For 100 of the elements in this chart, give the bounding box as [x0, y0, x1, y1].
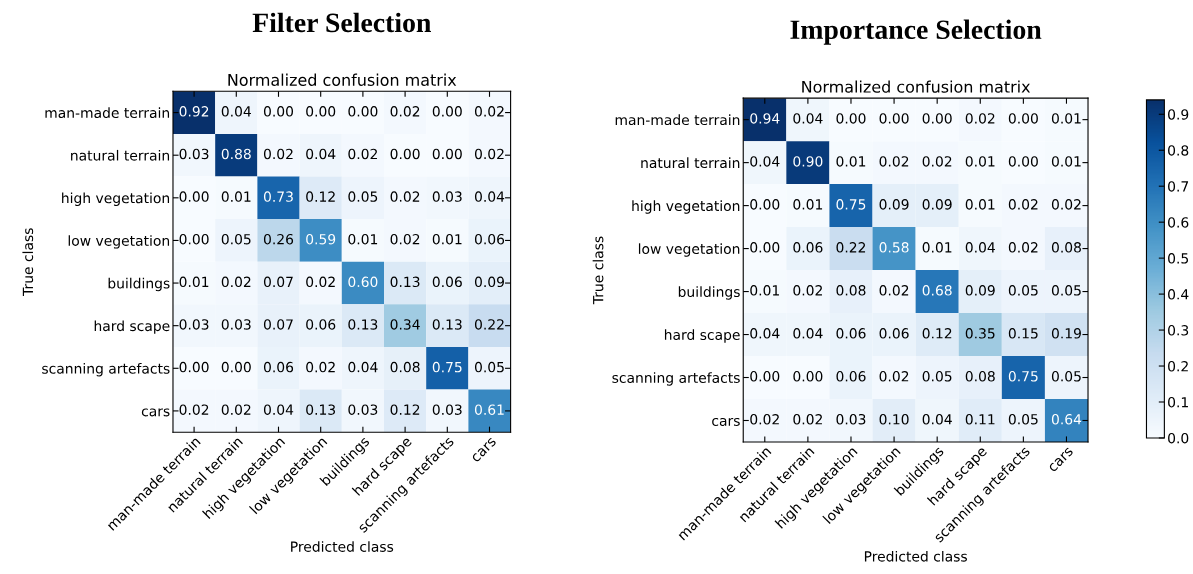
data-label: 0.00	[432, 148, 462, 160]
data-label: 0.05	[1008, 285, 1038, 296]
data-label: 0.02	[922, 156, 952, 167]
data-label: 0.02	[879, 156, 909, 167]
data-label: 0.08	[965, 371, 995, 382]
y-tick-label: buildings	[108, 277, 170, 292]
data-label: 0.05	[1008, 414, 1038, 425]
data-label: 0.00	[263, 106, 294, 117]
data-label: 0.07	[263, 276, 293, 288]
data-label: 0.73	[263, 191, 293, 202]
data-label: 0.02	[879, 371, 909, 382]
color-bar-label: 0.4	[1168, 289, 1189, 300]
data-label: 0.01	[750, 285, 779, 296]
data-label: 0.03	[179, 319, 209, 330]
data-label: 0.00	[179, 361, 209, 373]
y-tick-label: hard scape	[94, 320, 170, 334]
x-axis-title: Predicted class	[291, 541, 394, 552]
data-label: 0.13	[432, 319, 462, 330]
data-label: 0.00	[432, 106, 462, 117]
data-label: 0.22	[836, 242, 866, 253]
data-label: 0.03	[348, 404, 378, 415]
data-label: 0.05	[922, 371, 952, 382]
data-label: 0.00	[922, 113, 952, 124]
data-label: 0.02	[1008, 199, 1038, 210]
data-label: 0.22	[474, 319, 504, 330]
data-label: 0.15	[1008, 328, 1038, 339]
data-label: 0.00	[348, 106, 378, 117]
data-label: 0.01	[836, 156, 866, 167]
data-label: 0.00	[390, 148, 420, 160]
data-label: 0.13	[390, 276, 420, 288]
data-label: 0.03	[432, 191, 462, 202]
data-label: 0.04	[750, 156, 780, 167]
data-label: 0.05	[474, 361, 504, 373]
data-label: 0.01	[221, 191, 251, 202]
data-label: 0.06	[836, 371, 866, 382]
data-label: 0.00	[750, 371, 780, 382]
chart-title: Importance Selection	[790, 19, 1042, 45]
data-label: 0.02	[793, 414, 822, 425]
y-tick-label: hard scape	[664, 329, 740, 343]
data-label: 0.12	[390, 404, 420, 415]
data-label: 0.00	[1008, 113, 1038, 124]
data-label: 0.19	[1051, 328, 1081, 339]
y-tick-label: man-made terrain	[45, 107, 170, 119]
data-label: 0.00	[306, 106, 336, 117]
data-label: 0.01	[432, 233, 462, 245]
data-label: 0.02	[221, 404, 251, 415]
data-label: 0.02	[965, 113, 995, 124]
data-label: 0.59	[306, 233, 336, 245]
y-tick-label: man-made terrain	[615, 114, 740, 126]
data-label: 0.06	[879, 328, 909, 339]
data-label: 0.02	[390, 233, 420, 245]
color-bar-label: 0.7	[1168, 181, 1189, 192]
chart-subtitle: Normalized confusion matrix	[802, 80, 1031, 93]
data-label: 0.06	[432, 276, 462, 288]
y-tick-label: high vegetation	[62, 192, 170, 206]
data-label: 0.04	[263, 404, 294, 415]
data-label: 0.09	[922, 199, 952, 210]
data-label: 0.01	[348, 233, 378, 245]
data-label: 0.02	[221, 276, 251, 288]
data-label: 0.09	[474, 276, 504, 288]
color-bar-label: 0.6	[1168, 217, 1189, 228]
y-tick-label: natural terrain	[641, 157, 740, 169]
data-label: 0.00	[1008, 156, 1038, 167]
data-label: 0.01	[922, 242, 952, 253]
data-label: 0.61	[474, 404, 504, 415]
y-tick-label: buildings	[678, 286, 740, 300]
data-label: 0.10	[879, 414, 909, 425]
data-label: 0.94	[750, 113, 780, 124]
data-label: 0.08	[1051, 242, 1081, 253]
data-label: 0.04	[793, 113, 823, 124]
data-label: 0.04	[793, 328, 823, 339]
y-tick-label: cars	[141, 408, 170, 417]
data-label: 0.60	[348, 276, 378, 288]
data-label: 0.05	[1051, 371, 1081, 382]
data-label: 0.02	[390, 191, 420, 202]
data-label: 0.02	[390, 106, 420, 117]
data-label: 0.01	[1051, 156, 1081, 167]
data-label: 0.12	[922, 328, 952, 339]
data-label: 0.00	[750, 242, 780, 253]
color-bar-label: 0.9	[1168, 109, 1189, 120]
data-label: 0.00	[179, 191, 209, 202]
y-axis-title: True class	[22, 228, 34, 296]
data-label: 0.02	[474, 148, 504, 160]
data-label: 0.01	[965, 156, 995, 167]
data-label: 0.13	[348, 319, 378, 330]
color-bar-label: 0.3	[1168, 325, 1189, 336]
data-label: 0.03	[221, 319, 251, 330]
x-tick-label: cars	[1048, 447, 1074, 473]
data-label: 0.35	[965, 328, 995, 339]
data-label: 0.03	[836, 414, 866, 425]
data-label: 0.00	[179, 233, 209, 245]
data-label: 0.07	[263, 319, 293, 330]
color-bar-label: 0.5	[1168, 253, 1189, 264]
y-tick-label: low vegetation	[638, 243, 740, 257]
data-label: 0.06	[306, 319, 336, 330]
data-label: 0.05	[1051, 285, 1081, 296]
data-label: 0.02	[474, 106, 504, 117]
data-label: 0.03	[432, 404, 462, 415]
data-label: 0.08	[836, 285, 866, 296]
data-label: 0.09	[965, 285, 995, 296]
